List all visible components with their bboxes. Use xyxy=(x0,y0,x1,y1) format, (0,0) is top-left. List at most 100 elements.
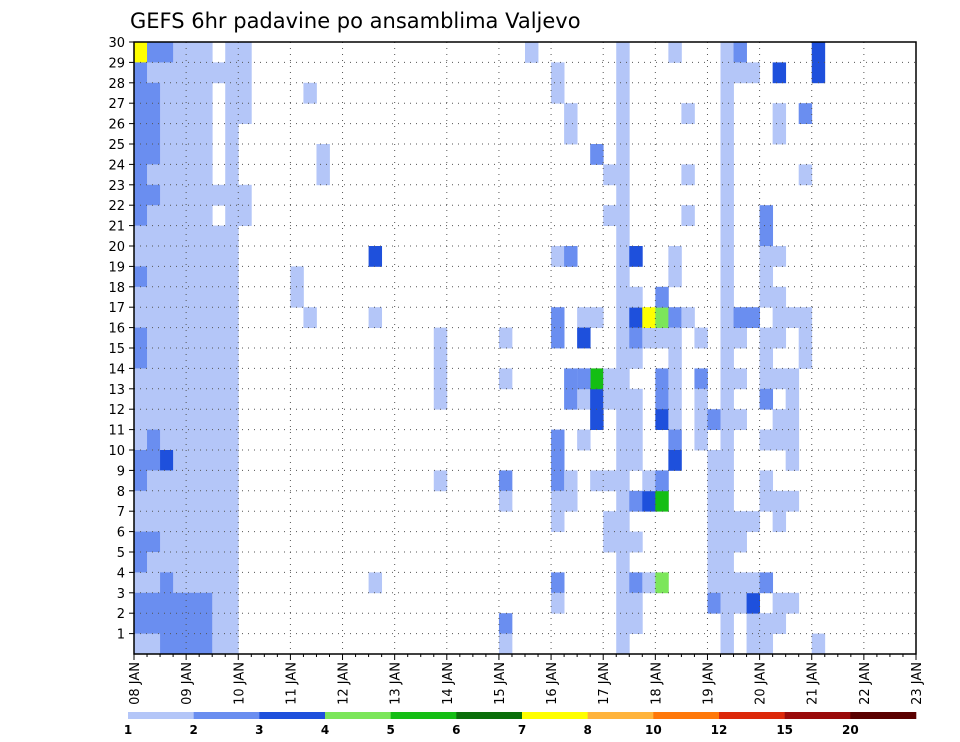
heatmap-cell xyxy=(147,266,161,288)
heatmap-cell xyxy=(225,592,239,614)
heatmap-cell xyxy=(160,327,174,349)
heatmap-cell xyxy=(316,164,330,186)
heatmap-cell xyxy=(759,368,774,390)
heatmap-cell xyxy=(186,490,200,512)
heatmap-cell xyxy=(173,409,187,430)
heatmap-cell xyxy=(160,266,174,288)
heatmap-cell xyxy=(212,531,226,553)
heatmap-cell xyxy=(212,266,226,288)
heatmap-cell xyxy=(733,592,747,614)
heatmap-cell xyxy=(707,531,721,553)
heatmap-cell xyxy=(694,327,708,349)
heatmap-cell xyxy=(694,409,708,430)
heatmap-cell xyxy=(212,246,226,267)
heatmap-cell xyxy=(603,511,617,532)
heatmap-cell xyxy=(199,246,213,267)
heatmap-cell xyxy=(655,409,669,430)
heatmap-cell xyxy=(551,592,565,614)
heatmap-cell xyxy=(746,633,760,655)
heatmap-cell xyxy=(746,572,760,594)
heatmap-cell xyxy=(173,531,187,553)
y-tick-label: 16 xyxy=(108,322,125,337)
heatmap-cell xyxy=(629,348,643,369)
heatmap-cell xyxy=(225,123,239,145)
heatmap-cell xyxy=(746,62,760,84)
heatmap-cell xyxy=(134,572,148,594)
heatmap-cell xyxy=(772,307,787,328)
heatmap-cell xyxy=(160,123,174,145)
heatmap-cell xyxy=(225,286,239,308)
heatmap-cell xyxy=(655,572,669,594)
heatmap-cell xyxy=(616,307,630,328)
heatmap-cell xyxy=(733,42,747,63)
heatmap-cell xyxy=(134,205,148,226)
heatmap-cell xyxy=(134,246,148,267)
heatmap-cell xyxy=(733,327,747,349)
heatmap-cell xyxy=(212,348,226,369)
heatmap-cell xyxy=(720,613,734,634)
heatmap-cell xyxy=(668,42,682,63)
heatmap-cell xyxy=(629,327,643,349)
heatmap-cell xyxy=(199,490,213,512)
x-tick-label: 23 JAN xyxy=(910,662,925,705)
heatmap-cell xyxy=(498,470,513,492)
heatmap-cell xyxy=(629,531,643,553)
heatmap-cell xyxy=(160,592,174,614)
heatmap-cell xyxy=(759,572,774,594)
heatmap-cell xyxy=(225,184,239,206)
heatmap-cell xyxy=(225,205,239,226)
heatmap-cell xyxy=(199,572,213,594)
heatmap-cell xyxy=(616,531,630,553)
heatmap-cell xyxy=(212,552,226,573)
heatmap-cell xyxy=(616,164,630,186)
heatmap-cell xyxy=(720,62,734,84)
heatmap-cell xyxy=(147,103,161,124)
heatmap-cell xyxy=(225,511,239,532)
heatmap-cell xyxy=(134,62,148,84)
heatmap-cell xyxy=(199,327,213,349)
heatmap-cell xyxy=(798,307,813,328)
heatmap-cell xyxy=(186,164,200,186)
heatmap-cell xyxy=(199,429,213,451)
heatmap-cell xyxy=(551,82,565,104)
colorbar-swatch xyxy=(850,712,917,719)
heatmap-cell xyxy=(147,613,161,634)
heatmap-cell xyxy=(147,592,161,614)
heatmap-cell xyxy=(173,184,187,206)
heatmap-cell xyxy=(173,613,187,634)
heatmap-cell xyxy=(212,592,226,614)
heatmap-cell xyxy=(811,42,826,63)
x-tick-label: 21 JAN xyxy=(806,662,821,705)
heatmap-cell xyxy=(173,592,187,614)
y-axis: 1234567891011121314151617181920212223242… xyxy=(108,36,134,643)
heatmap-cell xyxy=(134,307,148,328)
heatmap-cell xyxy=(551,572,565,594)
x-tick-label: 16 JAN xyxy=(545,662,560,705)
heatmap-cell xyxy=(147,429,161,451)
heatmap-cell xyxy=(642,327,656,349)
heatmap-cell xyxy=(225,82,239,104)
heatmap-cell xyxy=(772,62,787,84)
colorbar-label: 5 xyxy=(386,723,394,737)
heatmap-cell xyxy=(616,205,630,226)
heatmap-cell xyxy=(199,592,213,614)
heatmap-cell xyxy=(147,123,161,145)
heatmap-cell xyxy=(720,184,734,206)
y-tick-label: 28 xyxy=(108,77,125,92)
heatmap-cell xyxy=(186,123,200,145)
heatmap-cell xyxy=(433,470,448,492)
heatmap-cell xyxy=(433,348,448,369)
heatmap-cell xyxy=(603,470,617,492)
heatmap-cell xyxy=(720,490,734,512)
heatmap-cell xyxy=(707,572,721,594)
heatmap-cell xyxy=(668,409,682,430)
heatmap-cell xyxy=(160,470,174,492)
heatmap-cell xyxy=(147,552,161,573)
heatmap-cell xyxy=(173,490,187,512)
heatmap-cell xyxy=(186,286,200,308)
heatmap-cell xyxy=(160,490,174,512)
heatmap-cell xyxy=(720,225,734,247)
heatmap-cell xyxy=(225,307,239,328)
heatmap-cell xyxy=(616,511,630,532)
y-tick-label: 14 xyxy=(108,362,125,377)
